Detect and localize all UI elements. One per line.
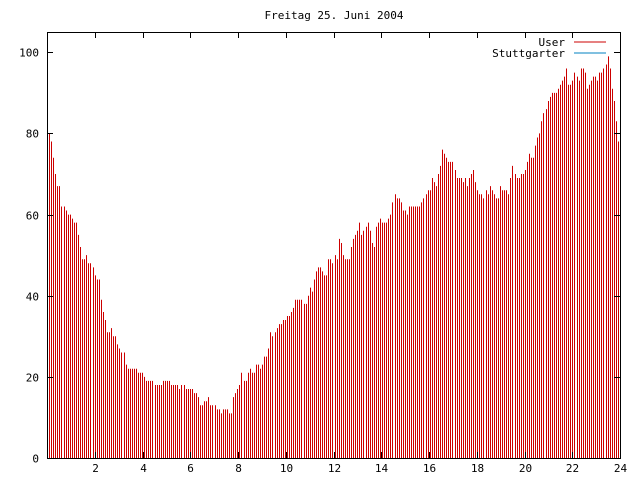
x-tick-label: 12 xyxy=(328,462,341,475)
bar-group xyxy=(47,56,619,458)
y-tick-label: 0 xyxy=(32,453,39,466)
x-tick-label: 18 xyxy=(471,462,484,475)
x-tick-label: 14 xyxy=(375,462,389,475)
y-tick-label: 100 xyxy=(19,47,39,60)
chart-title: Freitag 25. Juni 2004 xyxy=(264,9,403,22)
plot-frame xyxy=(47,32,621,459)
x-tick-label: 6 xyxy=(187,462,194,475)
legend-label: User xyxy=(539,36,566,49)
x-tick-label: 8 xyxy=(235,462,242,475)
x-tick-label: 2 xyxy=(92,462,99,475)
x-tick-label: 4 xyxy=(140,462,147,475)
x-tick-label: 20 xyxy=(519,462,532,475)
x-tick-label: 22 xyxy=(566,462,579,475)
y-tick-label: 20 xyxy=(26,372,39,385)
y-tick-label: 60 xyxy=(26,210,39,223)
y-tick-label: 80 xyxy=(26,128,39,141)
x-tick-label: 16 xyxy=(423,462,436,475)
legend-label: Stuttgarter xyxy=(492,47,565,60)
x-tick-label: 24 xyxy=(614,462,628,475)
y-tick-label: 40 xyxy=(26,291,39,304)
x-tick-label: 10 xyxy=(280,462,293,475)
